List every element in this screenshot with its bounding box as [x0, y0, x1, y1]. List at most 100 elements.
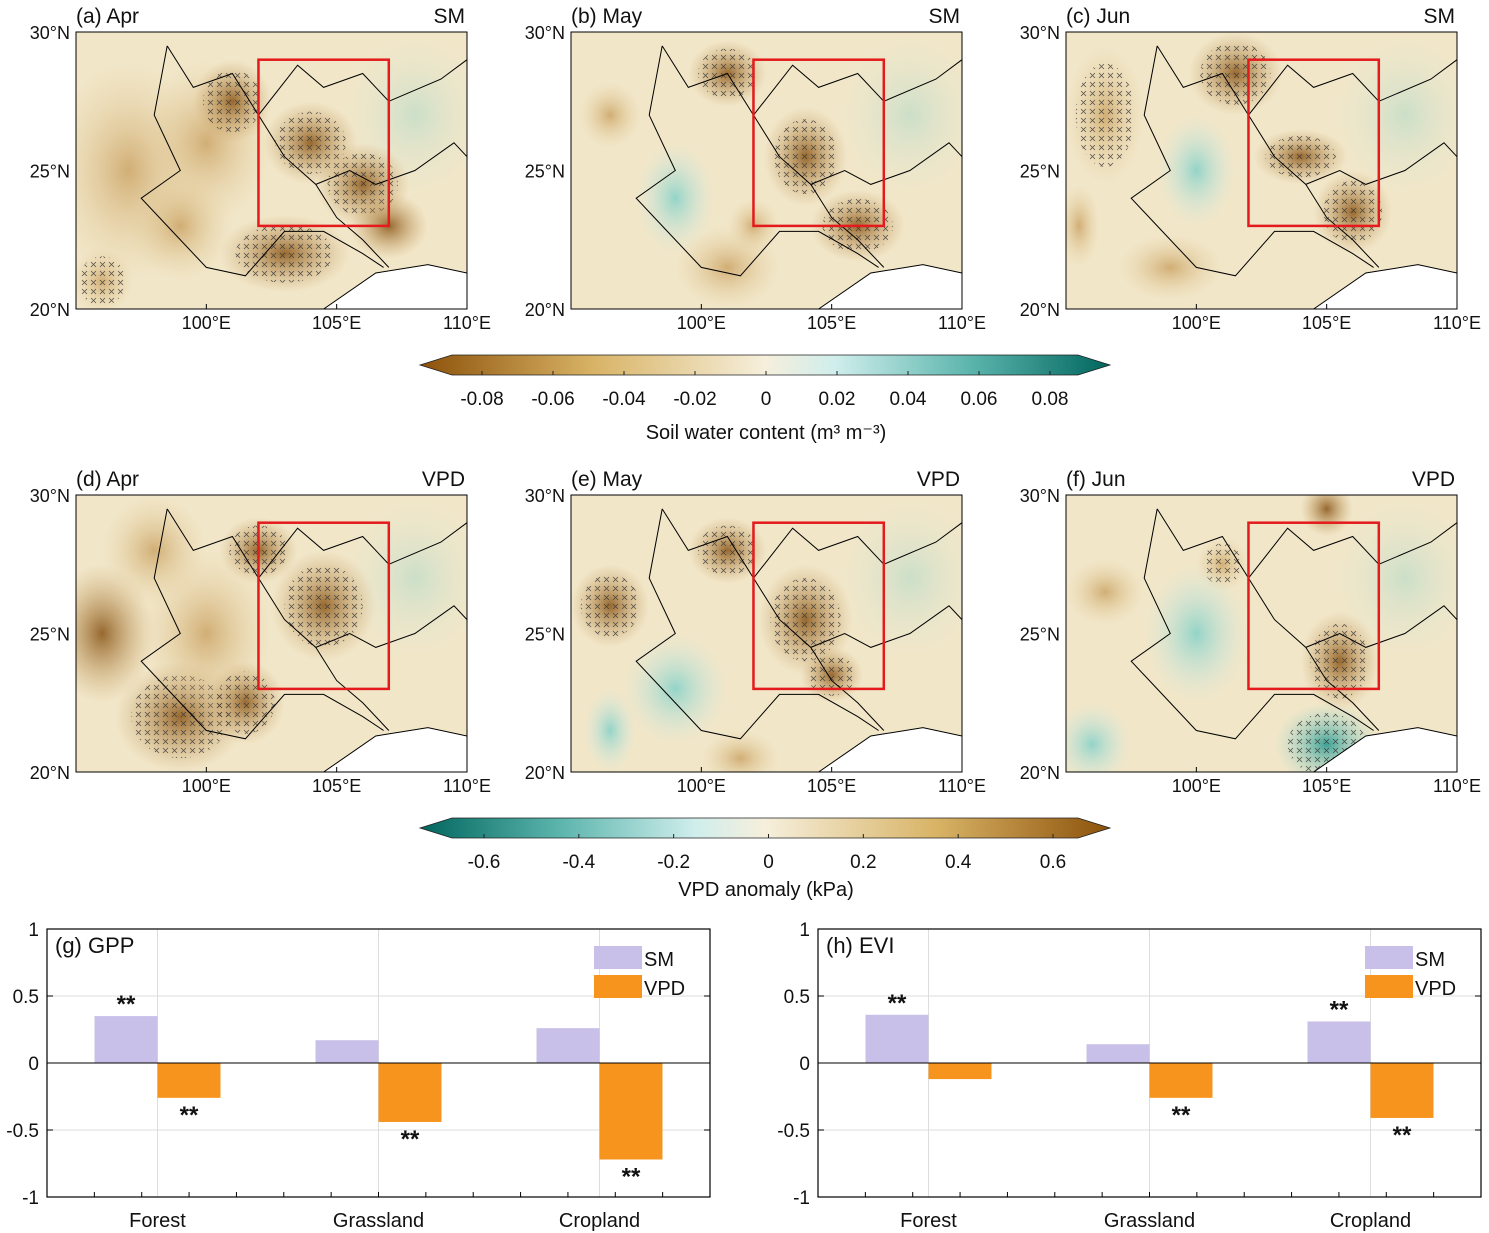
map-frame [75, 31, 468, 310]
significance-marker: ** [180, 1102, 199, 1129]
colorbar-tick-label: 0.04 [890, 389, 927, 410]
significance-marker: ** [1172, 1102, 1191, 1129]
bar-vpd [928, 1063, 992, 1080]
panel-label: (a) Apr [76, 5, 139, 28]
map-field [1066, 32, 1457, 309]
colorbar-title: Soil water content (m³ m⁻³) [646, 422, 887, 444]
y-tick-label: -0.5 [777, 1121, 810, 1142]
lat-tick-label: 25°N [30, 162, 70, 182]
significance-hatching [1075, 63, 1135, 168]
lon-tick-label: 110°E [1433, 776, 1481, 796]
bar-sm [94, 1016, 158, 1063]
colorbar-tick-label: -0.2 [657, 852, 690, 873]
lon-tick-label: 110°E [1433, 313, 1481, 333]
lat-tick-label: 20°N [30, 300, 70, 320]
coastline [322, 727, 467, 772]
map-frame [1065, 31, 1458, 310]
colorbar-tick-label: 0 [763, 852, 774, 873]
bar-vpd [599, 1063, 663, 1160]
bar-sm [1086, 1044, 1150, 1063]
map-frame [1065, 494, 1458, 773]
bar-chart-gpp: 1 0.5 0 -0.5 -1 Forest Grassland Cropland ** SM **… [6, 920, 711, 1232]
lon-tick-label: 110°E [938, 313, 986, 333]
significance-hatching [203, 70, 262, 133]
lon-tick-label: 100°E [677, 313, 726, 333]
significance-hatching [1310, 623, 1370, 699]
admin-boundary [140, 508, 467, 740]
lat-tick-label: 30°N [30, 486, 70, 506]
lat-tick-label: 25°N [525, 625, 565, 645]
colorbar-1: -0.08 -0.06 -0.04 -0.02 0 0.02 0.04 0.06 0.08 Soi… [418, 354, 1112, 444]
panel-label: (f) Jun [1066, 468, 1126, 491]
map-panel-3: (c) Jun SM 100°E 105°E 110°E 30°N 25°N 20°N [1020, 5, 1481, 333]
lat-tick-label: 30°N [30, 23, 70, 43]
map-panel-2: (b) May SM 100°E 105°E 110°E 30°N 25°N 20°N [525, 5, 986, 333]
lat-tick-label: 20°N [1020, 763, 1060, 783]
study-region-box [1247, 521, 1381, 691]
panel-variable: VPD [1412, 468, 1455, 491]
anomaly-patch [102, 495, 207, 606]
bar-vpd [378, 1063, 442, 1122]
lon-tick-label: 105°E [807, 313, 856, 333]
bar-vpd [1370, 1063, 1434, 1118]
legend-label: VPD [1415, 978, 1456, 1000]
anomaly-patch [128, 170, 233, 282]
significance-marker: ** [622, 1163, 641, 1190]
significance-hatching [1200, 42, 1271, 105]
significance-marker: ** [117, 991, 136, 1018]
y-tick-label: 0.5 [13, 987, 39, 1008]
colorbar-tick-label: 0.06 [961, 389, 998, 410]
significance-hatching [1265, 135, 1336, 178]
admin-boundary [1130, 45, 1457, 277]
map-field [571, 32, 962, 309]
coastline [322, 264, 467, 309]
anomaly-patch [1157, 115, 1236, 226]
coastline [817, 727, 962, 772]
anomaly-patch [1300, 495, 1353, 537]
y-tick-label: -0.5 [6, 1121, 39, 1142]
bar-sm [536, 1028, 600, 1063]
lat-tick-label: 30°N [525, 486, 565, 506]
map-field [76, 32, 467, 309]
colorbar-tick-label: -0.4 [562, 852, 595, 873]
significance-marker: ** [888, 990, 907, 1017]
significance-hatching [808, 654, 856, 696]
y-tick-label: -1 [793, 1188, 810, 1209]
colorbar-tick-label: -0.04 [602, 389, 646, 410]
lat-tick-label: 20°N [30, 763, 70, 783]
map-panel-1: (a) Apr SM 100°E 105°E 110°E 30°N 25°N 20°N [30, 5, 491, 333]
panel-label: (c) Jun [1066, 5, 1130, 28]
y-tick-label: 0 [28, 1054, 39, 1075]
legend-swatch [594, 946, 642, 969]
significance-hatching [698, 525, 757, 576]
anomaly-patch [1066, 558, 1145, 626]
admin-boundary [140, 45, 467, 277]
bar-sm [315, 1040, 379, 1063]
significance-hatching [284, 564, 363, 648]
anomaly-patch [623, 633, 728, 745]
legend-swatch [594, 975, 642, 998]
anomaly-patch [701, 730, 780, 772]
map-panel-4: (d) Apr VPD 100°E 105°E 110°E 30°N 25°N 20°N [30, 468, 491, 796]
anomaly-patch [578, 81, 642, 149]
admin-boundary [635, 45, 962, 277]
lon-tick-label: 110°E [938, 776, 986, 796]
chart-title: (h) EVI [826, 933, 894, 958]
x-tick-label: Cropland [559, 1210, 640, 1232]
colorbar-gradient [418, 817, 1112, 839]
lon-tick-label: 105°E [312, 313, 361, 333]
bar-vpd [1149, 1063, 1213, 1098]
lat-tick-label: 30°N [525, 23, 565, 43]
colorbar-tick-label: -0.06 [531, 389, 574, 410]
panel-variable: SM [434, 5, 466, 28]
chart-title: (g) GPP [55, 933, 134, 958]
significance-hatching [78, 256, 126, 307]
lat-tick-label: 25°N [525, 162, 565, 182]
y-tick-label: 1 [799, 920, 810, 941]
panel-variable: VPD [422, 468, 465, 491]
study-region-box [257, 521, 391, 691]
admin-boundary [635, 508, 962, 740]
colorbar-tick-label: 0.2 [850, 852, 876, 873]
lon-tick-label: 105°E [1302, 776, 1351, 796]
